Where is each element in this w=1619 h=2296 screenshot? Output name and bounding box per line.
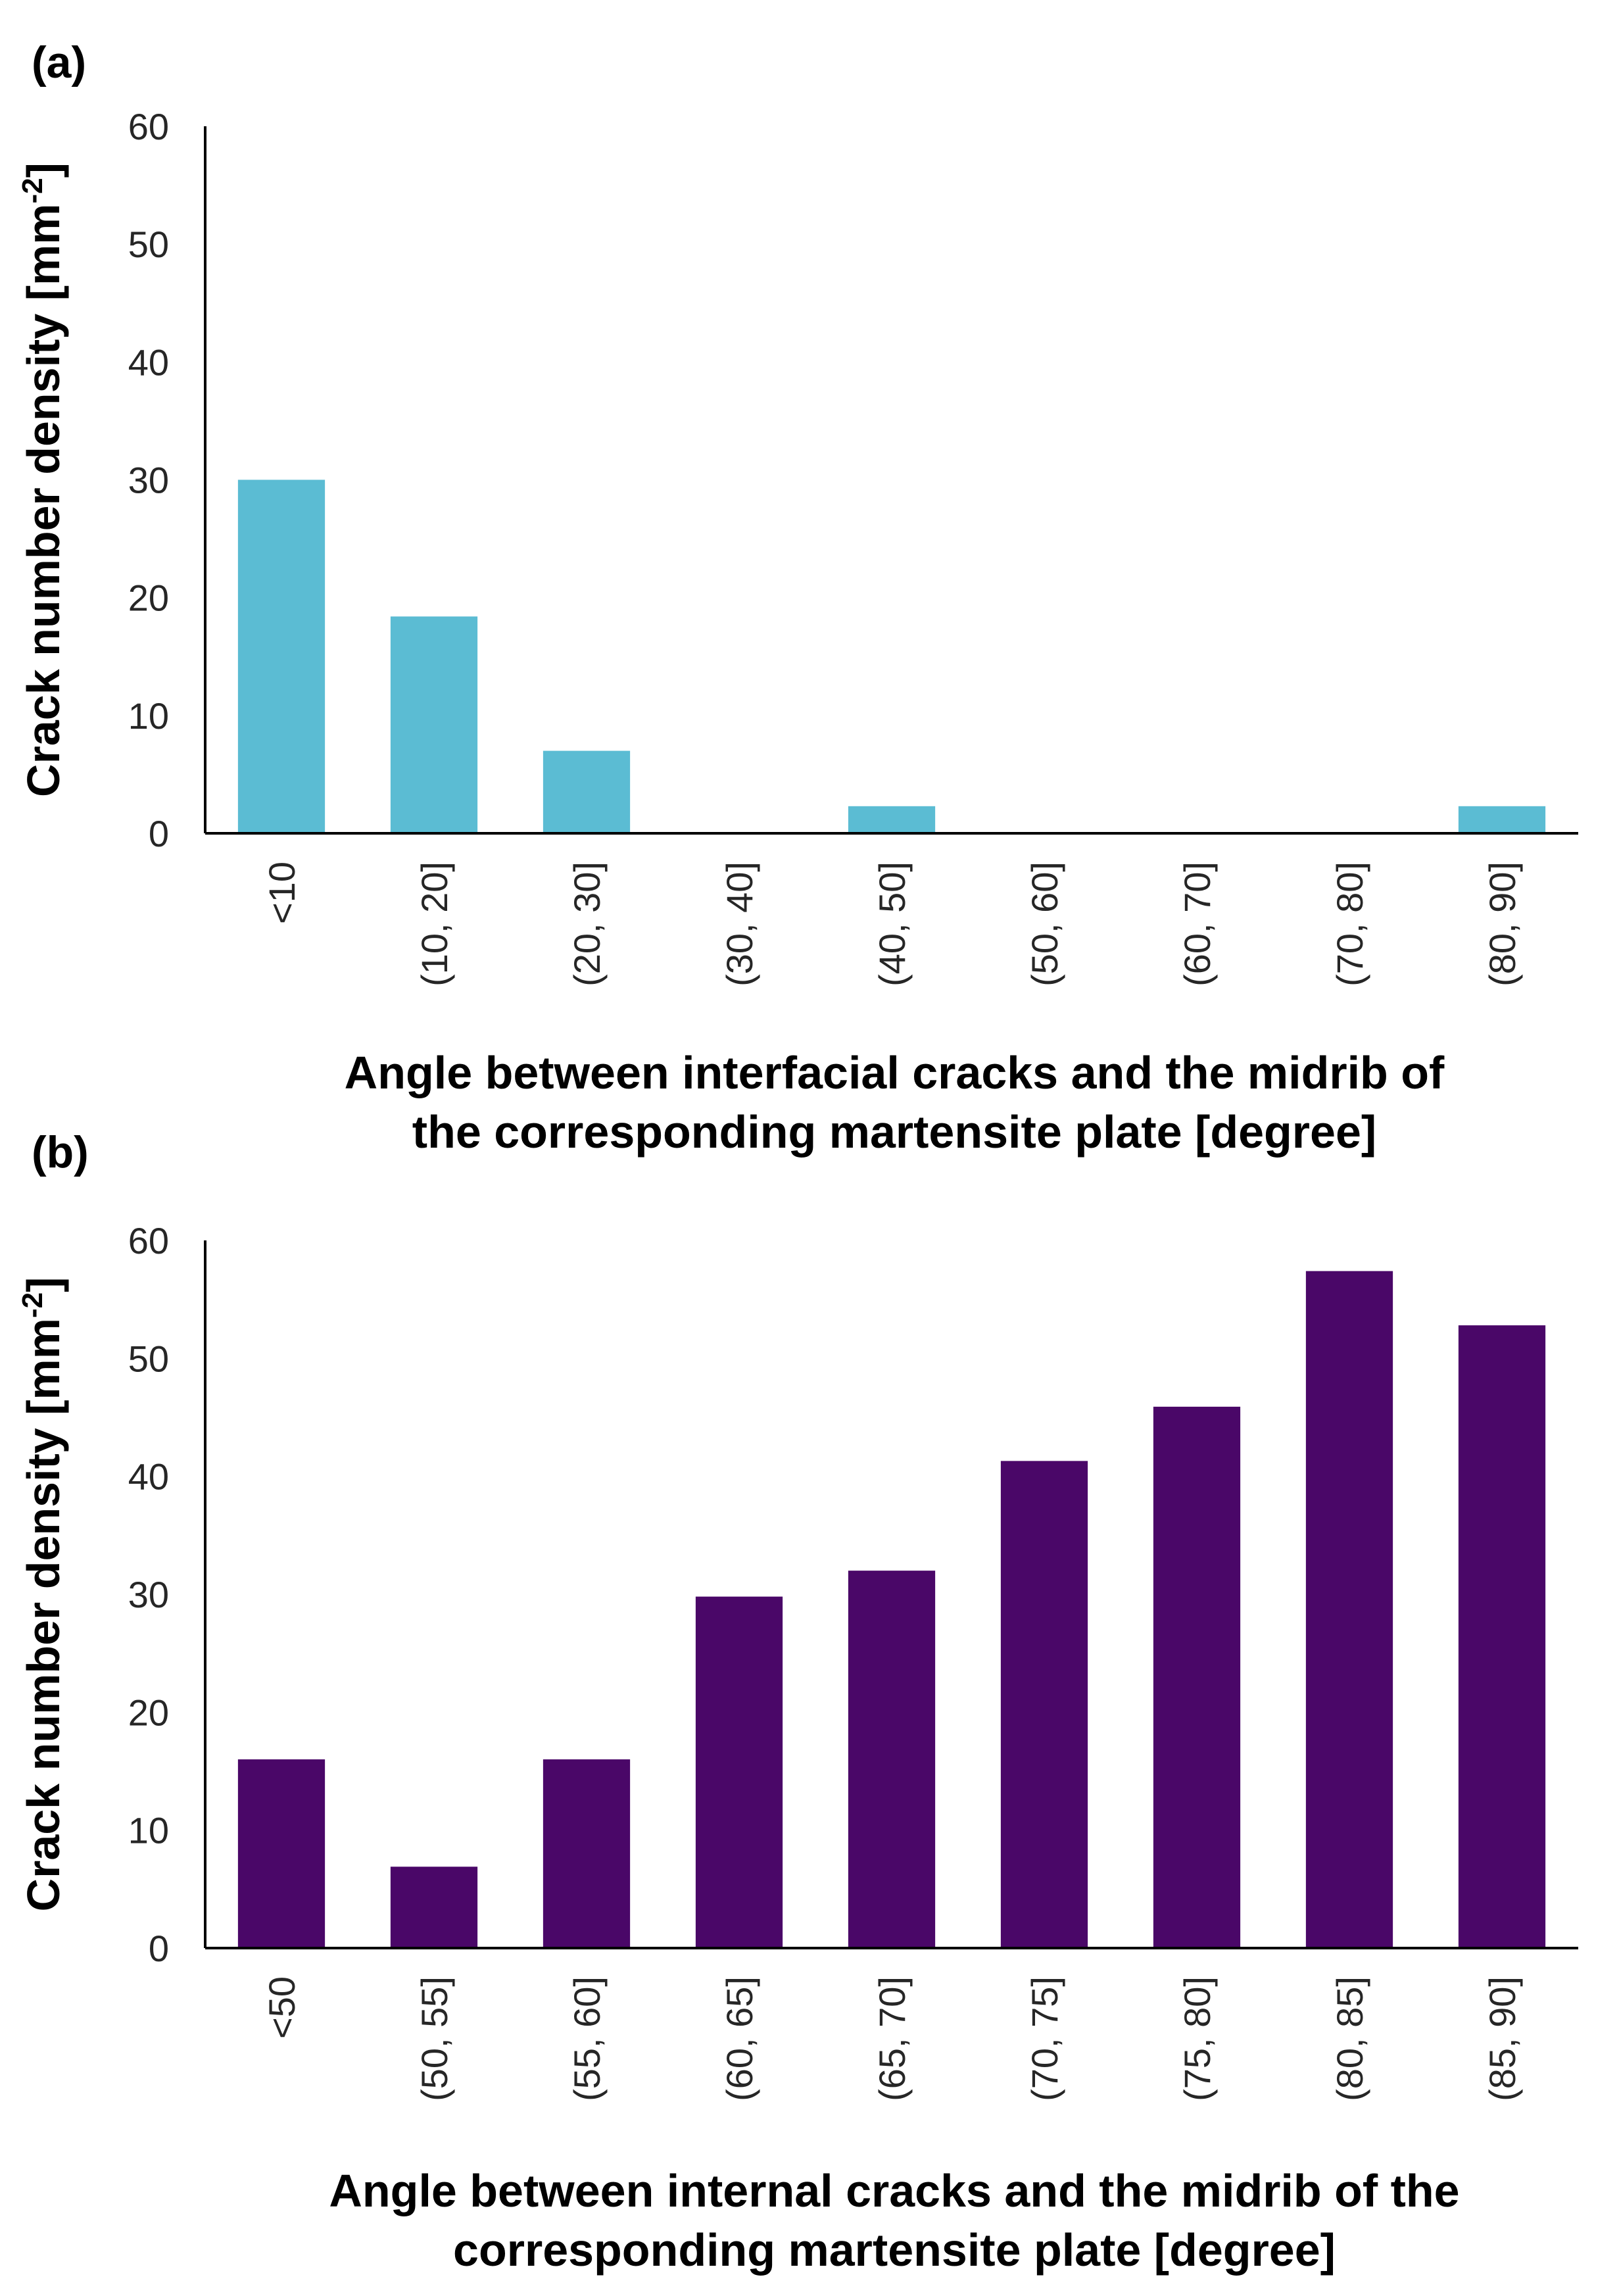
bar bbox=[237, 1759, 326, 1948]
x-category-label: (30, 40] bbox=[719, 862, 760, 987]
bar bbox=[543, 1759, 631, 1948]
bar bbox=[1458, 1325, 1546, 1948]
y-tick-label: 60 bbox=[128, 1220, 169, 1261]
chart-panel-b: (b) 0 10 20 30 40 50 60 <50 (50, 55] (55, 60] (60, … bbox=[16, 1127, 1578, 2276]
x-category-label: (75, 80] bbox=[1176, 1976, 1218, 2101]
x-axis-title-line: the corresponding martensite plate [degr… bbox=[412, 1106, 1376, 1158]
x-category-label: <10 bbox=[261, 862, 302, 924]
x-category-label: (60, 70] bbox=[1176, 862, 1218, 987]
bar bbox=[1000, 1461, 1088, 1948]
bar bbox=[848, 806, 936, 833]
y-tick-label: 30 bbox=[128, 1574, 169, 1615]
bar bbox=[543, 750, 631, 833]
x-category-label: (20, 30] bbox=[566, 862, 608, 987]
x-category-label: (80, 90] bbox=[1482, 862, 1523, 987]
x-axis-title-line: Angle between internal cracks and the mi… bbox=[329, 2165, 1459, 2216]
y-tick-label: 20 bbox=[128, 1692, 169, 1733]
x-category-label: (60, 65] bbox=[719, 1976, 760, 2101]
bar bbox=[1458, 806, 1546, 833]
x-axis-title-line: corresponding martensite plate [degree] bbox=[453, 2224, 1336, 2276]
panel-label: (b) bbox=[32, 1127, 89, 1177]
x-category-label: <50 bbox=[261, 1976, 302, 2039]
y-axis-title-end: ] bbox=[18, 162, 69, 178]
bar bbox=[390, 616, 478, 833]
y-tick-label: 30 bbox=[128, 460, 169, 501]
y-axis-title-superscript: -2 bbox=[16, 178, 49, 203]
y-axis-title-end: ] bbox=[18, 1277, 69, 1292]
x-axis-title-line: Angle between interfacial cracks and the… bbox=[345, 1047, 1445, 1098]
bar bbox=[1153, 1406, 1241, 1948]
bar bbox=[390, 1867, 478, 1948]
x-category-label: (85, 90] bbox=[1482, 1976, 1523, 2101]
x-category-label: (40, 50] bbox=[871, 862, 913, 987]
y-tick-label: 0 bbox=[149, 813, 169, 854]
bar bbox=[1305, 1271, 1393, 1948]
y-axis-title-superscript: -2 bbox=[16, 1292, 49, 1318]
panel-label: (a) bbox=[32, 37, 86, 87]
y-axis-title: Crack number density [mm-2] bbox=[16, 1277, 69, 1912]
x-category-label: (65, 70] bbox=[871, 1976, 913, 2101]
y-tick-label: 50 bbox=[128, 1338, 169, 1379]
x-category-label: (70, 75] bbox=[1024, 1976, 1065, 2101]
y-tick-label: 50 bbox=[128, 224, 169, 265]
y-tick-label: 10 bbox=[128, 695, 169, 737]
bar bbox=[237, 479, 326, 833]
y-axis-title-main: Crack number density [mm bbox=[18, 1318, 69, 1911]
y-tick-label: 20 bbox=[128, 577, 169, 619]
y-tick-label: 0 bbox=[149, 1928, 169, 1969]
y-axis-title-main: Crack number density [mm bbox=[18, 203, 69, 796]
x-category-label: (10, 20] bbox=[414, 862, 455, 987]
x-category-label: (55, 60] bbox=[566, 1976, 608, 2101]
chart-panel-a: (a) 0 10 20 30 40 50 60 <10 (10, 20] (20, 30] (30, … bbox=[16, 37, 1578, 1158]
x-category-label: (70, 80] bbox=[1329, 862, 1370, 987]
y-tick-label: 60 bbox=[128, 106, 169, 147]
y-tick-label: 10 bbox=[128, 1810, 169, 1851]
bar bbox=[848, 1571, 936, 1948]
bar bbox=[695, 1596, 783, 1948]
y-tick-label: 40 bbox=[128, 1456, 169, 1498]
x-category-label: (50, 60] bbox=[1024, 862, 1065, 987]
x-category-label: (80, 85] bbox=[1329, 1976, 1370, 2101]
x-category-label: (50, 55] bbox=[414, 1976, 455, 2101]
y-tick-label: 40 bbox=[128, 341, 169, 383]
y-axis-title: Crack number density [mm-2] bbox=[16, 162, 69, 797]
